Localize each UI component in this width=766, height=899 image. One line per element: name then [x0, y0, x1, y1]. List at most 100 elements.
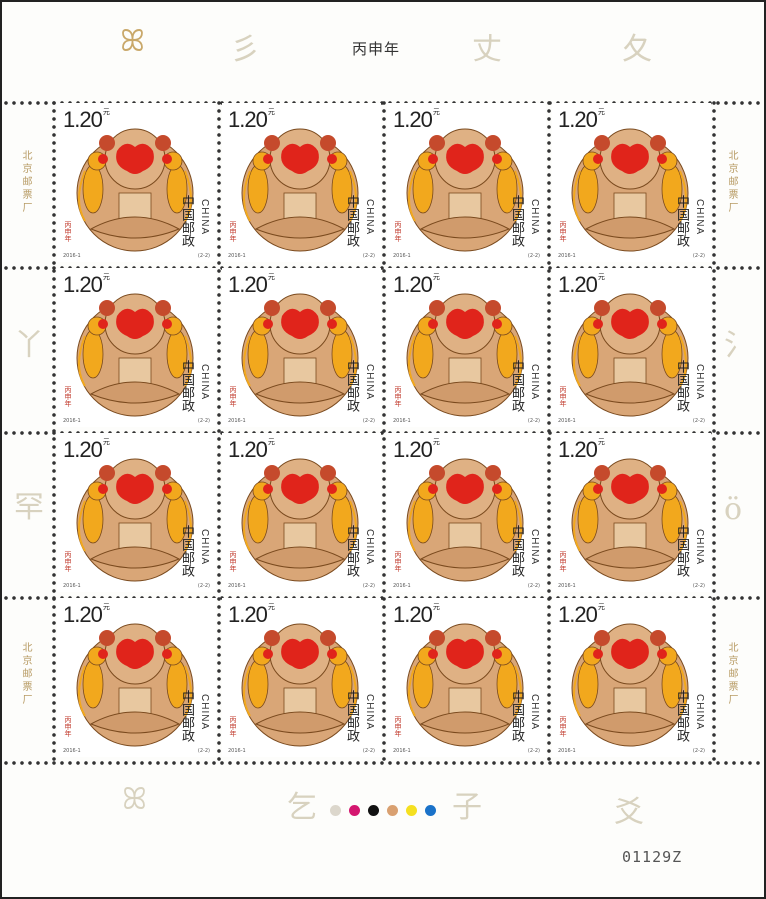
seal-glyph-icon: 彡 — [230, 32, 260, 67]
issue-code: 2016-1 — [63, 748, 81, 754]
country-name-en: CHINA — [694, 694, 705, 731]
set-code: (2-2) — [197, 418, 210, 424]
denomination-value: 1.20 — [393, 602, 433, 627]
denomination-unit: 元 — [102, 604, 110, 611]
set-code: (2-2) — [197, 253, 210, 259]
denomination-unit: 元 — [102, 439, 110, 446]
set-code: (2-2) — [362, 253, 375, 259]
denomination-unit: 元 — [102, 109, 110, 116]
denomination-value: 1.20 — [558, 437, 598, 462]
set-code: (2-2) — [362, 748, 375, 754]
seal-glyph-icon: ꕤ — [122, 782, 147, 817]
printer-imprint: 北京邮票厂 — [726, 150, 737, 215]
denomination-value: 1.20 — [558, 107, 598, 132]
country-name-en: CHINA — [529, 364, 540, 401]
set-code: (2-2) — [527, 418, 540, 424]
country-name-cn: 中国邮政 — [509, 360, 524, 412]
country-name-cn: 中国邮政 — [179, 195, 194, 247]
monkey-illustration — [76, 458, 194, 582]
set-code: (2-2) — [692, 418, 705, 424]
monkey-illustration — [241, 458, 359, 582]
denomination: 1.20元 — [393, 272, 440, 298]
denomination: 1.20元 — [558, 437, 605, 463]
year-name: 丙申年 — [64, 386, 72, 407]
color-register-dot — [330, 805, 341, 816]
denomination-value: 1.20 — [393, 437, 433, 462]
denomination-value: 1.20 — [558, 602, 598, 627]
sheet-title: 丙申年 — [352, 40, 401, 58]
stamp: 1.20元 中国邮政 CHINA 丙申年 2016-1 (2-2) — [57, 433, 216, 592]
denomination-value: 1.20 — [63, 437, 103, 462]
denomination: 1.20元 — [558, 602, 605, 628]
color-register-dots — [330, 805, 436, 816]
denomination: 1.20元 — [558, 272, 605, 298]
denomination-unit: 元 — [267, 604, 275, 611]
country-name-cn: 中国邮政 — [509, 690, 524, 742]
set-code: (2-2) — [527, 253, 540, 259]
perforation-column — [216, 99, 222, 765]
seal-glyph-icon: 爻 — [614, 795, 644, 830]
monkey-illustration — [241, 293, 359, 417]
country-name-en: CHINA — [364, 364, 375, 401]
denomination-unit: 元 — [267, 439, 275, 446]
year-name: 丙申年 — [229, 386, 237, 407]
denomination: 1.20元 — [393, 602, 440, 628]
perforation-column — [381, 99, 387, 765]
country-name-en: CHINA — [199, 364, 210, 401]
color-register-dot — [368, 805, 379, 816]
stamp: 1.20元 中国邮政 CHINA 丙申年 2016-1 (2-2) — [552, 268, 711, 427]
country-name-en: CHINA — [364, 694, 375, 731]
denomination-unit: 元 — [597, 439, 605, 446]
seal-glyph-icon: 氵 — [724, 328, 754, 363]
denomination: 1.20元 — [228, 437, 275, 463]
seal-glyph-icon: 丫 — [14, 328, 44, 363]
monkey-illustration — [571, 623, 689, 747]
printer-imprint: 北京邮票厂 — [726, 642, 737, 707]
year-name: 丙申年 — [394, 716, 402, 737]
denomination: 1.20元 — [63, 107, 110, 133]
denomination-value: 1.20 — [228, 107, 268, 132]
monkey-illustration — [76, 128, 194, 252]
perforation-column — [51, 99, 57, 765]
set-code: (2-2) — [692, 583, 705, 589]
denomination-unit: 元 — [597, 274, 605, 281]
denomination-unit: 元 — [267, 109, 275, 116]
country-name-en: CHINA — [529, 199, 540, 236]
country-name-en: CHINA — [694, 199, 705, 236]
country-name-cn: 中国邮政 — [344, 195, 359, 247]
stamp: 1.20元 中国邮政 CHINA 丙申年 2016-1 (2-2) — [57, 598, 216, 757]
seal-glyph-icon: 罕 — [14, 490, 44, 525]
stamp: 1.20元 中国邮政 CHINA 丙申年 2016-1 (2-2) — [552, 433, 711, 592]
issue-code: 2016-1 — [393, 583, 411, 589]
issue-code: 2016-1 — [558, 253, 576, 259]
year-name: 丙申年 — [559, 386, 567, 407]
year-name: 丙申年 — [229, 551, 237, 572]
country-name-cn: 中国邮政 — [674, 525, 689, 577]
year-name: 丙申年 — [64, 551, 72, 572]
set-code: (2-2) — [527, 583, 540, 589]
country-name-cn: 中国邮政 — [179, 360, 194, 412]
denomination-unit: 元 — [432, 604, 440, 611]
seal-glyph-icon: ꕤ — [120, 24, 145, 59]
year-name: 丙申年 — [229, 221, 237, 242]
sheet-serial-number: 01129Z — [622, 848, 683, 866]
color-register-dot — [425, 805, 436, 816]
denomination-value: 1.20 — [228, 272, 268, 297]
denomination-value: 1.20 — [558, 272, 598, 297]
printer-imprint: 北京邮票厂 — [20, 642, 31, 707]
stamp: 1.20元 中国邮政 CHINA 丙申年 2016-1 (2-2) — [57, 103, 216, 262]
country-name-cn: 中国邮政 — [344, 525, 359, 577]
seal-glyph-icon: 子 — [452, 790, 482, 825]
seal-glyph-icon: ö — [724, 492, 743, 527]
stamp: 1.20元 中国邮政 CHINA 丙申年 2016-1 (2-2) — [222, 103, 381, 262]
denomination: 1.20元 — [228, 602, 275, 628]
denomination-unit: 元 — [267, 274, 275, 281]
denomination-value: 1.20 — [228, 602, 268, 627]
country-name-cn: 中国邮政 — [674, 690, 689, 742]
printer-imprint: 北京邮票厂 — [20, 150, 31, 215]
monkey-illustration — [241, 623, 359, 747]
denomination-value: 1.20 — [228, 437, 268, 462]
set-code: (2-2) — [692, 748, 705, 754]
color-register-dot — [406, 805, 417, 816]
issue-code: 2016-1 — [63, 583, 81, 589]
